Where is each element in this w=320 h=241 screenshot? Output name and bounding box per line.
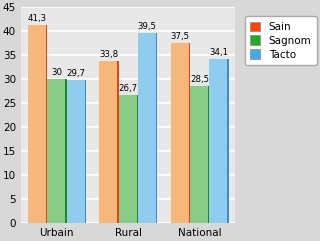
Bar bbox=[137, 95, 138, 223]
Bar bbox=[208, 86, 209, 223]
Bar bbox=[28, 25, 47, 223]
Bar bbox=[84, 80, 86, 223]
Bar bbox=[209, 59, 228, 223]
Text: 30: 30 bbox=[51, 68, 62, 77]
Text: 41,3: 41,3 bbox=[28, 14, 47, 23]
Bar bbox=[119, 95, 137, 223]
Bar bbox=[67, 80, 85, 223]
Legend: Sain, Sagnom, Tacto: Sain, Sagnom, Tacto bbox=[244, 16, 316, 65]
Bar bbox=[227, 59, 228, 223]
Text: 28,5: 28,5 bbox=[190, 75, 209, 84]
Text: 39,5: 39,5 bbox=[138, 22, 157, 31]
Text: 34,1: 34,1 bbox=[209, 48, 228, 57]
Text: 26,7: 26,7 bbox=[118, 84, 138, 93]
Bar bbox=[138, 33, 156, 223]
Bar bbox=[47, 79, 66, 223]
Text: 29,7: 29,7 bbox=[66, 69, 85, 79]
Bar bbox=[100, 61, 118, 223]
Bar bbox=[117, 61, 119, 223]
Bar bbox=[65, 79, 67, 223]
Bar bbox=[156, 33, 157, 223]
Bar bbox=[189, 43, 190, 223]
Bar bbox=[46, 25, 47, 223]
Bar bbox=[190, 86, 209, 223]
Text: 37,5: 37,5 bbox=[171, 32, 190, 41]
Text: 33,8: 33,8 bbox=[99, 50, 118, 59]
Bar bbox=[171, 43, 189, 223]
